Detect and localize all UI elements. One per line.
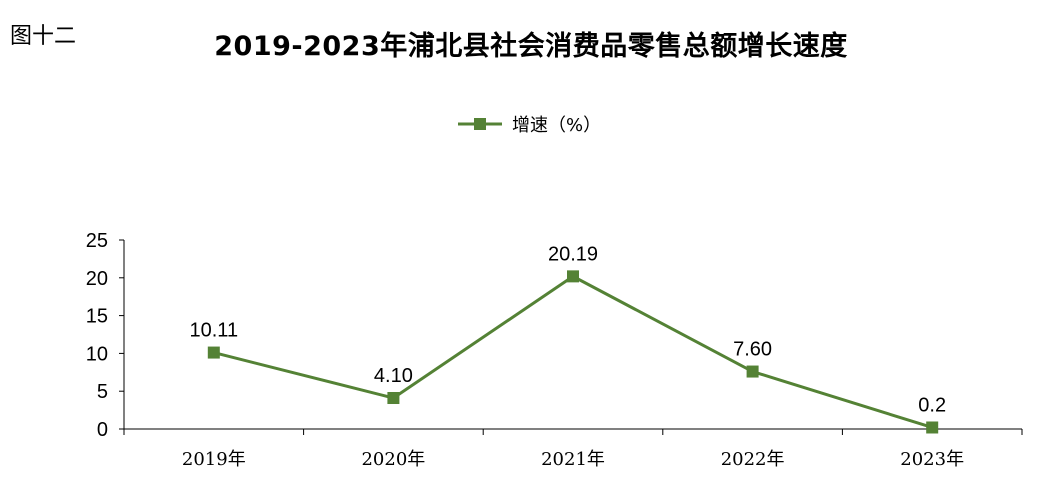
data-label: 20.19 bbox=[548, 243, 598, 265]
legend-label: 增速（%） bbox=[512, 115, 601, 136]
figure-label: 图十二 bbox=[10, 24, 77, 49]
y-tick-label: 10 bbox=[86, 343, 108, 365]
legend: 增速（%） bbox=[458, 115, 601, 136]
legend-marker bbox=[474, 118, 486, 130]
y-tick-label: 20 bbox=[86, 268, 108, 290]
data-point bbox=[207, 346, 220, 359]
x-tick-label: 2020年 bbox=[361, 449, 425, 470]
data-label: 7.60 bbox=[733, 339, 772, 361]
data-point bbox=[567, 270, 579, 283]
y-tick-label: 0 bbox=[97, 419, 108, 441]
data-point bbox=[926, 421, 939, 434]
data-point bbox=[387, 392, 400, 405]
series-layer: 10.11 4.10 20.19 7.60 0.2 bbox=[190, 243, 946, 434]
data-label: 4.10 bbox=[374, 365, 413, 387]
y-tick-label: 25 bbox=[86, 230, 108, 252]
y-tick-label: 5 bbox=[97, 381, 108, 403]
data-label: 0.2 bbox=[918, 394, 946, 416]
axes: 0 5 10 15 20 25 2019年 2020年 2021年 2022年 2023年 bbox=[86, 230, 1023, 470]
x-tick-label: 2021年 bbox=[541, 449, 605, 470]
series-line bbox=[213, 274, 933, 429]
x-tick-label: 2022年 bbox=[721, 449, 785, 470]
data-label: 10.11 bbox=[190, 320, 239, 342]
chart-title: 2019-2023年浦北县社会消费品零售总额增长速度 bbox=[214, 31, 848, 62]
x-tick-label: 2019年 bbox=[182, 449, 246, 470]
x-tick-label: 2023年 bbox=[900, 449, 964, 470]
y-tick-label: 15 bbox=[86, 306, 108, 328]
data-point bbox=[746, 365, 759, 378]
